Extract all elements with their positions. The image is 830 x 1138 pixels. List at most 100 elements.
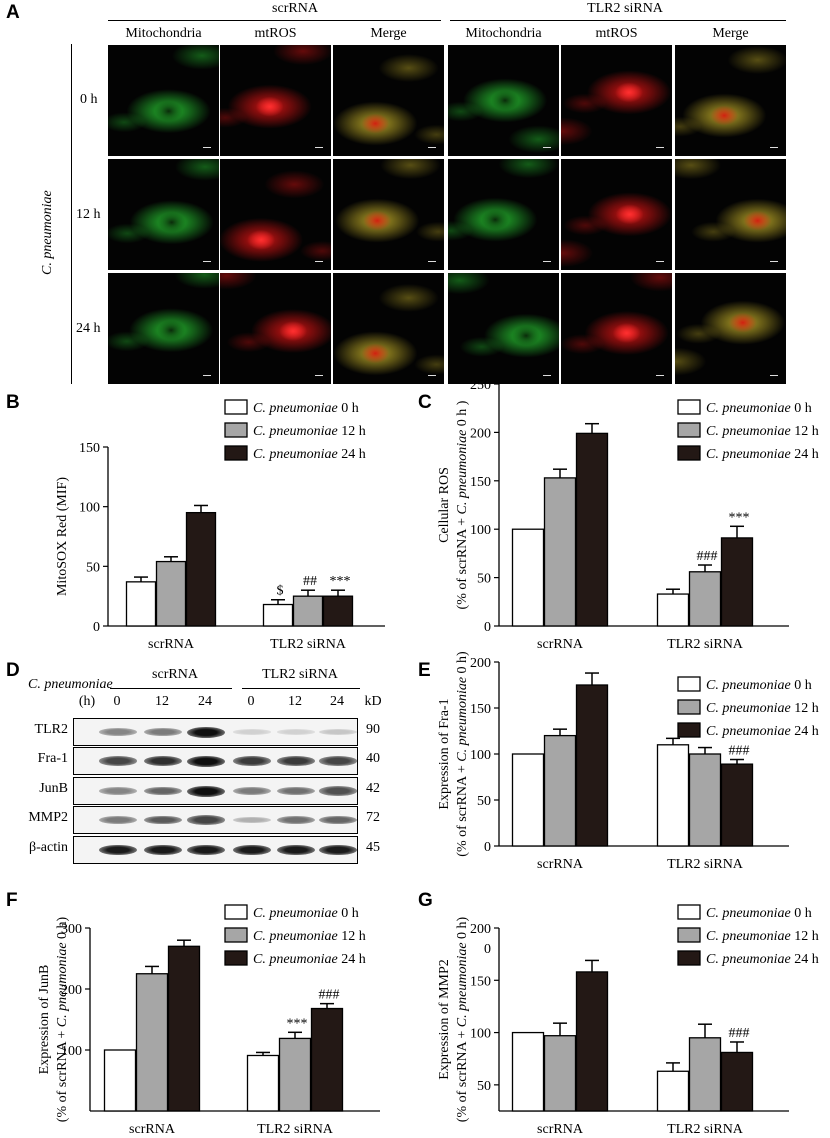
blot-band <box>187 844 225 856</box>
chart-e-ytick-label: 150 <box>470 702 491 717</box>
blot-band <box>99 844 137 856</box>
chart-e-ytick-label: 100 <box>470 748 491 763</box>
micrograph-ros-r2-c4 <box>561 273 672 384</box>
chart-c-legend-label: C. pneumoniae 24 h <box>706 447 819 462</box>
micrograph-mito-r2-c3 <box>448 273 559 384</box>
chart-c-legend-label: C. pneumoniae 12 h <box>706 424 819 439</box>
scale-bar <box>543 261 551 262</box>
chart-b-ytick-label: 0 <box>93 620 100 635</box>
chart-b-ytick-label: 150 <box>79 441 100 456</box>
chart-c-category-label: scrRNA <box>537 637 584 652</box>
chart-c-ytick-label: 50 <box>477 572 491 587</box>
chart-f-significance: *** <box>287 1016 308 1031</box>
chart-f-bar <box>278 1037 312 1112</box>
scale-bar <box>428 147 436 148</box>
blot-band <box>319 756 357 766</box>
chart-c-bar <box>688 571 722 627</box>
blot-time-unit: (h) <box>78 694 96 709</box>
chart-e-ytick-label: 0 <box>484 840 491 855</box>
panel-e-label: E <box>418 660 431 681</box>
scale-bar <box>315 375 323 376</box>
chart-c-legend-label: C. pneumoniae 0 h <box>706 401 812 416</box>
col-header-mtros-2: mtROS <box>595 26 638 41</box>
blot-kd-value: 72 <box>366 810 380 825</box>
chart-e-bar <box>688 753 722 847</box>
chart-e-significance: ### <box>729 744 750 759</box>
panel-g-label: G <box>418 890 433 911</box>
scale-bar <box>543 375 551 376</box>
micrograph-merge-r1-c5 <box>675 159 786 270</box>
scale-bar <box>656 147 664 148</box>
blot-band <box>187 815 225 825</box>
micrograph-mito-r0-c0 <box>108 45 219 156</box>
blot-band <box>144 786 182 796</box>
chart-f-bar <box>167 945 201 1112</box>
chart-e-category-label: TLR2 siRNA <box>667 857 744 872</box>
blot-group-tlr2-line <box>242 688 360 689</box>
scale-bar <box>315 261 323 262</box>
blot-title-label: C. pneumoniae <box>28 677 113 692</box>
blot-band <box>99 787 137 795</box>
chart-c-legend-swatch <box>677 399 701 415</box>
col-header-mitochondria-1: Mitochondria <box>125 26 202 41</box>
blot-time-0: 0 <box>113 694 121 709</box>
micrograph-ros-r0-c1 <box>220 45 331 156</box>
chart-g-legend-label: C. pneumoniae 24 h <box>706 952 819 967</box>
chart-e-category-label: scrRNA <box>537 857 584 872</box>
scale-bar <box>770 147 778 148</box>
chart-f-bar <box>246 1054 280 1112</box>
micrograph-mito-r2-c0 <box>108 273 219 384</box>
chart-f-legend-swatch <box>224 904 248 920</box>
blot-row-label: β-actin <box>29 840 68 855</box>
chart-g-bar <box>543 1035 577 1112</box>
blot-strip-mmp2 <box>73 806 358 834</box>
chart-c-significance: ### <box>697 549 718 564</box>
scale-bar <box>203 147 211 148</box>
micrograph-ros-r1-c4 <box>561 159 672 270</box>
chart-f-bar <box>103 1049 137 1112</box>
chart-c-ylabel: Cellular ROS <box>437 467 452 543</box>
chart-g-ytick-label: 50 <box>477 1079 491 1094</box>
chart-c-ytick-label: 0 <box>484 620 491 635</box>
chart-c-bar <box>656 593 690 627</box>
chart-g-extra-tick-label: 0 <box>484 942 491 957</box>
blot-band <box>233 816 271 824</box>
panel-c-label: C <box>418 392 432 413</box>
micrograph-merge-r2-c2 <box>333 273 444 384</box>
chart-e-legend-swatch <box>677 676 701 692</box>
panel-b-label: B <box>6 392 20 413</box>
blot-band <box>277 844 315 856</box>
row-label-24h: 24 h <box>76 321 101 336</box>
blot-kd-value: 42 <box>366 781 380 796</box>
blot-band <box>99 756 137 766</box>
chart-b-legend-label: C. pneumoniae 24 h <box>253 447 366 462</box>
chart-g-bar <box>575 971 609 1112</box>
chart-e-ylabel: Expression of Fra-1 <box>437 698 452 809</box>
micrograph-ros-r1-c1 <box>220 159 331 270</box>
micrograph-merge-r2-c5 <box>675 273 786 384</box>
chart-g-category-label: TLR2 siRNA <box>667 1122 744 1137</box>
blot-band <box>144 815 182 825</box>
micrograph-merge-r1-c2 <box>333 159 444 270</box>
chart-b-legend-label: C. pneumoniae 12 h <box>253 424 366 439</box>
group-tlr2-header: TLR2 siRNA <box>587 1 663 16</box>
chart-e-legend-label: C. pneumoniae 24 h <box>706 724 819 739</box>
chart-b-category-label: TLR2 siRNA <box>270 637 347 652</box>
chart-f-ylabel2: (% of scrRNA + C. pneumoniae 0 h) <box>55 916 70 1122</box>
blot-time-2: 24 <box>198 694 212 709</box>
blot-strip-junb <box>73 777 358 805</box>
blot-band <box>187 726 225 738</box>
chart-c-bar <box>575 432 609 627</box>
chart-f-legend-swatch <box>224 950 248 966</box>
chart-b-significance-extra: $ <box>277 584 284 599</box>
group-tlr2-line <box>450 20 786 21</box>
blot-row-label: MMP2 <box>28 810 68 825</box>
blot-band <box>144 755 182 767</box>
col-header-mitochondria-2: Mitochondria <box>465 26 542 41</box>
blot-band <box>99 816 137 824</box>
chart-c-category-label: TLR2 siRNA <box>667 637 744 652</box>
blot-band <box>319 815 357 825</box>
row-label-0h: 0 h <box>80 92 98 107</box>
chart-g-legend-swatch <box>677 927 701 943</box>
chart-f-ytick-label: 300 <box>61 922 82 937</box>
